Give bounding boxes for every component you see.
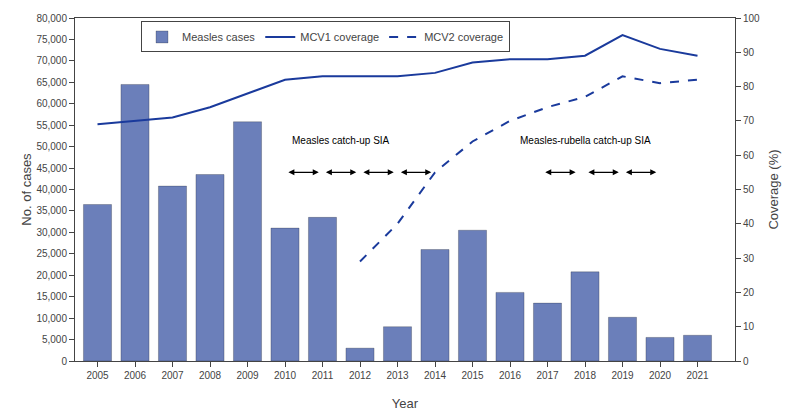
- svg-text:2013: 2013: [386, 370, 409, 381]
- svg-text:65,000: 65,000: [36, 77, 67, 88]
- svg-text:0: 0: [743, 356, 749, 367]
- svg-text:2021: 2021: [686, 370, 709, 381]
- svg-text:2018: 2018: [574, 370, 597, 381]
- svg-text:Measles cases: Measles cases: [182, 31, 255, 43]
- svg-text:No. of cases: No. of cases: [19, 153, 34, 226]
- svg-text:40: 40: [743, 218, 755, 229]
- svg-text:35,000: 35,000: [36, 205, 67, 216]
- svg-text:80,000: 80,000: [36, 13, 67, 24]
- svg-text:80: 80: [743, 81, 755, 92]
- svg-text:40,000: 40,000: [36, 184, 67, 195]
- svg-text:2010: 2010: [274, 370, 297, 381]
- svg-text:MCV1 coverage: MCV1 coverage: [300, 31, 379, 43]
- svg-text:2007: 2007: [161, 370, 184, 381]
- svg-text:2005: 2005: [86, 370, 109, 381]
- svg-text:60: 60: [743, 150, 755, 161]
- svg-text:Coverage (%): Coverage (%): [766, 149, 781, 229]
- svg-text:0: 0: [61, 356, 67, 367]
- svg-text:30,000: 30,000: [36, 227, 67, 238]
- svg-text:45,000: 45,000: [36, 163, 67, 174]
- svg-text:70: 70: [743, 115, 755, 126]
- svg-text:20: 20: [743, 287, 755, 298]
- svg-text:25,000: 25,000: [36, 248, 67, 259]
- svg-text:2016: 2016: [499, 370, 522, 381]
- svg-text:2014: 2014: [424, 370, 447, 381]
- svg-text:10,000: 10,000: [36, 313, 67, 324]
- svg-text:70,000: 70,000: [36, 55, 67, 66]
- svg-text:100: 100: [743, 13, 760, 24]
- svg-text:55,000: 55,000: [36, 120, 67, 131]
- svg-text:50: 50: [743, 184, 755, 195]
- svg-text:30: 30: [743, 253, 755, 264]
- svg-text:Measles catch-up SIA: Measles catch-up SIA: [292, 135, 390, 146]
- svg-text:75,000: 75,000: [36, 34, 67, 45]
- svg-text:10: 10: [743, 321, 755, 332]
- svg-text:2011: 2011: [312, 370, 334, 381]
- svg-text:15,000: 15,000: [36, 291, 67, 302]
- svg-text:2017: 2017: [536, 370, 559, 381]
- svg-text:2009: 2009: [236, 370, 259, 381]
- svg-text:60,000: 60,000: [36, 98, 67, 109]
- svg-text:Measles-rubella catch-up SIA: Measles-rubella catch-up SIA: [520, 135, 651, 146]
- svg-text:2020: 2020: [649, 370, 672, 381]
- svg-text:90: 90: [743, 47, 755, 58]
- svg-text:2006: 2006: [124, 370, 147, 381]
- svg-text:Year: Year: [392, 396, 419, 411]
- svg-text:2012: 2012: [349, 370, 372, 381]
- svg-text:2008: 2008: [199, 370, 222, 381]
- svg-text:5,000: 5,000: [42, 334, 67, 345]
- svg-text:50,000: 50,000: [36, 141, 67, 152]
- svg-text:20,000: 20,000: [36, 270, 67, 281]
- svg-text:2015: 2015: [461, 370, 484, 381]
- svg-text:MCV2 coverage: MCV2 coverage: [424, 31, 503, 43]
- svg-text:2019: 2019: [611, 370, 634, 381]
